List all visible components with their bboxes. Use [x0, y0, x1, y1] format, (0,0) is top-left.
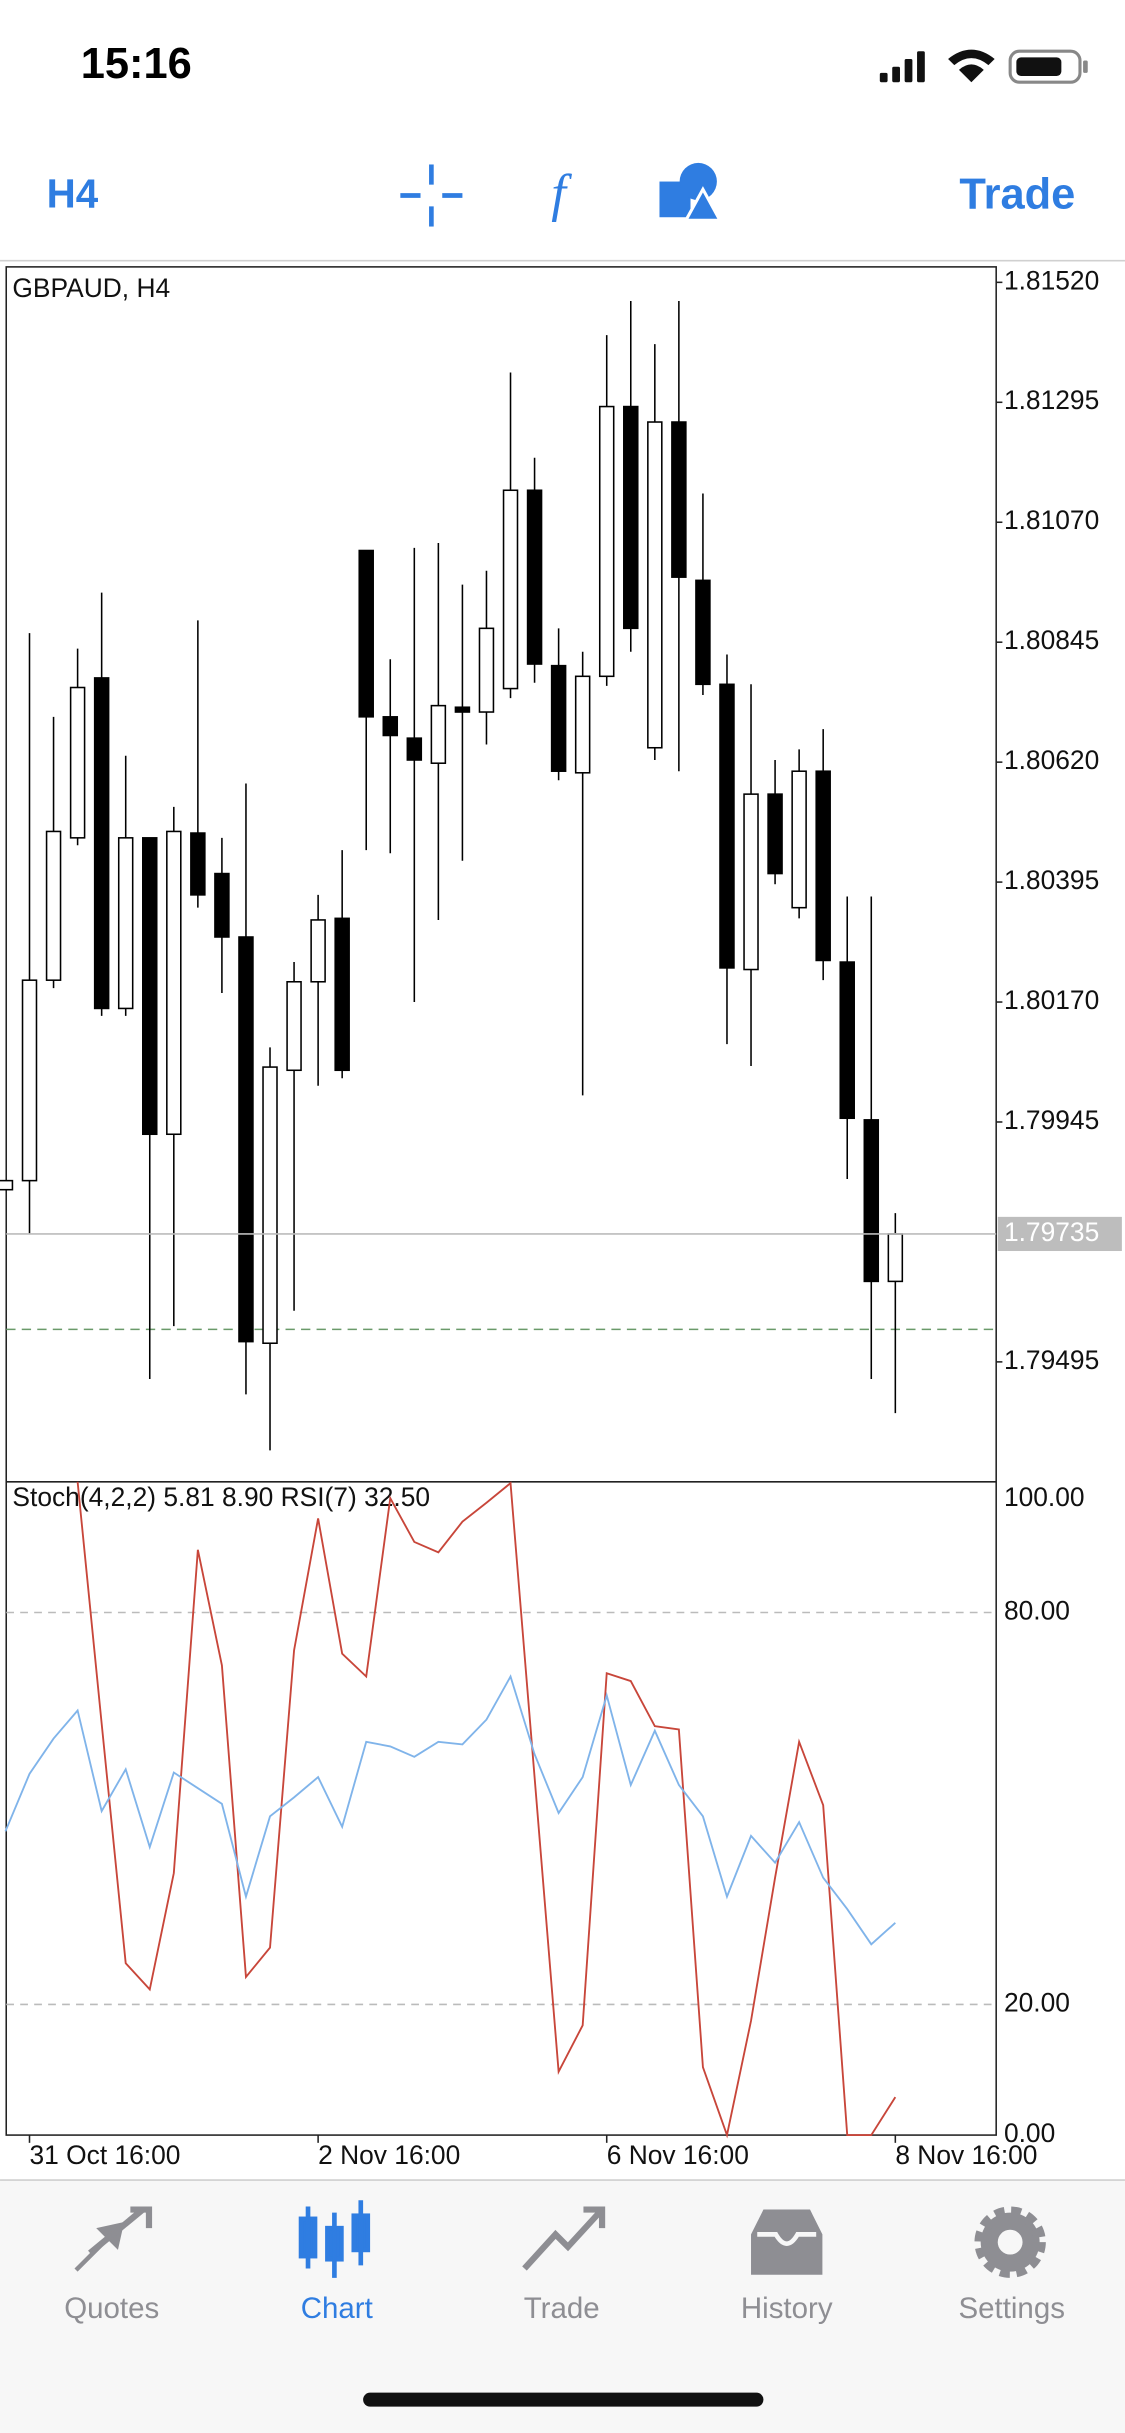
- candle-body: [743, 793, 759, 971]
- candle-body: [334, 917, 350, 1072]
- y-tick-label: 1.80845: [1004, 625, 1099, 655]
- status-time: 15:16: [81, 40, 192, 88]
- y-tick-label: 1.79495: [1004, 1345, 1099, 1375]
- candle-body: [839, 961, 855, 1120]
- candle-body: [190, 832, 206, 896]
- candle-body: [382, 716, 399, 737]
- candle-body: [142, 837, 158, 1136]
- x-tick-label: 2 Nov 16:00: [318, 2140, 460, 2170]
- tab-label[interactable]: Chart: [301, 2292, 373, 2325]
- candle-body: [93, 677, 110, 1010]
- candle-body: [310, 919, 326, 983]
- candle-body: [430, 704, 447, 764]
- y-tick-label: 1.81070: [1004, 505, 1099, 535]
- candle-body: [598, 405, 615, 678]
- candle-body: [502, 489, 519, 690]
- indicator-title: Stoch(4,2,2) 5.81 8.90 RSI(7) 32.50: [12, 1482, 430, 1512]
- candle-body: [166, 830, 182, 1136]
- quotes-icon: [74, 2206, 153, 2272]
- candle-body: [406, 737, 423, 761]
- indicator-line: [4, 1674, 896, 1946]
- plot-area: 1.81520 1.81295 1.81070 1.80845 1.80620 1.803…: [0, 265, 1122, 2170]
- tab-label[interactable]: History: [741, 2292, 833, 2325]
- candle-body: [623, 405, 639, 630]
- tabs: Quotes Chart Trade History Settings: [64, 2292, 1065, 2325]
- candle-body: [69, 686, 86, 839]
- x-tick-label: 6 Nov 16:00: [607, 2140, 749, 2170]
- candle-body: [719, 683, 735, 969]
- settings-icon: [974, 2206, 1046, 2278]
- crosshair-button[interactable]: [400, 164, 463, 227]
- candle-body: [286, 981, 302, 1072]
- indicator-line: [76, 1481, 897, 2139]
- x-tick-label: 31 Oct 16:00: [30, 2140, 181, 2170]
- current-price-label: 1.79735: [1004, 1217, 1099, 1247]
- candle-body: [791, 770, 807, 909]
- candle-body: [45, 830, 62, 981]
- candle-body: [21, 979, 38, 1182]
- trade-button[interactable]: Trade: [959, 171, 1075, 219]
- y-tick-label: 1.80620: [1004, 745, 1099, 775]
- candle-body: [117, 837, 134, 1010]
- candle-body: [671, 421, 687, 578]
- candle-body: [550, 664, 567, 772]
- candle-body: [262, 1066, 278, 1345]
- candle-body: [647, 421, 663, 749]
- y-tick-label: 1.79945: [1004, 1105, 1099, 1135]
- candle-body: [238, 936, 254, 1343]
- current-price-box: [997, 1216, 1122, 1252]
- chart-title: GBPAUD, H4: [12, 273, 170, 303]
- candle-body: [887, 1233, 904, 1283]
- chart-frame: [5, 266, 997, 2136]
- timeframe-button[interactable]: H4: [47, 171, 99, 217]
- y-tick-label: 100.00: [1004, 1482, 1085, 1512]
- tab-label[interactable]: Trade: [524, 2292, 600, 2325]
- chart-icon: [298, 2200, 371, 2278]
- y-tick-label: 20.00: [1004, 1987, 1070, 2017]
- y-tick-label: 1.80170: [1004, 985, 1099, 1015]
- home-indicator: [363, 2392, 764, 2407]
- status-icons: [879, 49, 1088, 84]
- candle-body: [526, 489, 543, 665]
- candle-body: [454, 706, 471, 713]
- tab-label[interactable]: Quotes: [64, 2292, 159, 2325]
- candle-body: [574, 675, 591, 774]
- y-tick-label: 1.80395: [1004, 865, 1099, 895]
- candle-body: [815, 770, 831, 962]
- candle-body: [358, 549, 374, 718]
- candle-body: [478, 627, 495, 713]
- y-tick-label: 1.81520: [1004, 265, 1099, 295]
- candle-body: [863, 1119, 880, 1283]
- candle-body: [0, 1179, 14, 1191]
- tab-bar: [0, 2180, 1125, 2433]
- y-tick-label: 1.81295: [1004, 385, 1099, 415]
- candle-body: [767, 793, 783, 875]
- trade-icon: [522, 2206, 606, 2271]
- objects-button[interactable]: [659, 162, 723, 222]
- y-tick-label: 80.00: [1004, 1595, 1070, 1625]
- tab-label[interactable]: Settings: [958, 2292, 1064, 2325]
- y-tick-label: 0.00: [1004, 2118, 1055, 2148]
- candle-body: [695, 579, 711, 686]
- history-icon: [751, 2209, 823, 2275]
- candle-body: [214, 872, 230, 938]
- x-tick-label: 8 Nov 16:00: [895, 2140, 1037, 2170]
